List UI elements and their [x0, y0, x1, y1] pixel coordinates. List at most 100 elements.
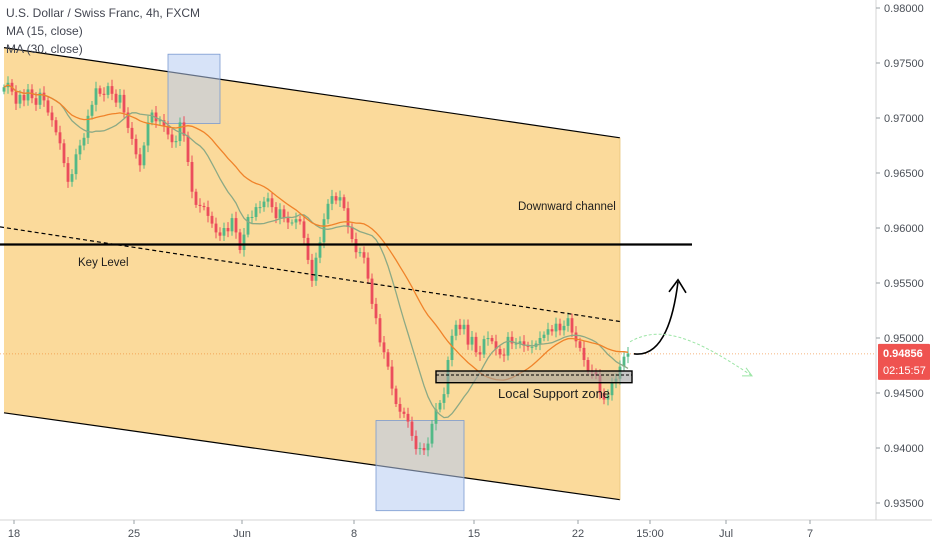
candle[interactable]: [42, 86, 46, 107]
candle[interactable]: [418, 442, 422, 455]
candle[interactable]: [426, 437, 430, 457]
candle[interactable]: [626, 346, 630, 364]
candle[interactable]: [298, 216, 302, 225]
candle[interactable]: [162, 114, 166, 132]
candle[interactable]: [202, 202, 206, 211]
candle[interactable]: [62, 139, 66, 168]
candle[interactable]: [522, 335, 526, 352]
candle[interactable]: [142, 142, 146, 169]
candle[interactable]: [378, 313, 382, 347]
candle[interactable]: [314, 252, 318, 286]
candle[interactable]: [390, 360, 394, 396]
candle[interactable]: [262, 196, 266, 212]
candle[interactable]: [502, 348, 506, 362]
candle[interactable]: [150, 109, 154, 126]
candle[interactable]: [138, 147, 142, 172]
candle[interactable]: [58, 125, 62, 150]
candle[interactable]: [82, 133, 86, 151]
candle[interactable]: [246, 214, 250, 238]
candle[interactable]: [482, 335, 486, 358]
candle[interactable]: [86, 109, 90, 145]
candle[interactable]: [258, 200, 262, 214]
candle[interactable]: [370, 273, 374, 310]
candle[interactable]: [146, 115, 150, 153]
candle[interactable]: [222, 222, 226, 242]
candle[interactable]: [54, 117, 58, 136]
candle[interactable]: [362, 246, 366, 264]
candle[interactable]: [490, 335, 494, 345]
candle[interactable]: [422, 443, 426, 455]
candle[interactable]: [606, 389, 610, 406]
candle[interactable]: [410, 416, 414, 441]
candle[interactable]: [270, 192, 274, 213]
candle[interactable]: [266, 192, 270, 208]
candle[interactable]: [458, 318, 462, 336]
candle[interactable]: [486, 331, 490, 346]
candle[interactable]: [70, 169, 74, 187]
candle[interactable]: [186, 131, 190, 166]
bearish-forecast-path[interactable]: [629, 333, 753, 377]
candle[interactable]: [294, 212, 298, 230]
candle[interactable]: [530, 340, 534, 354]
candle[interactable]: [374, 297, 378, 325]
candle[interactable]: [238, 228, 242, 254]
candle[interactable]: [242, 228, 246, 257]
candle[interactable]: [278, 203, 282, 225]
candle[interactable]: [414, 430, 418, 455]
candle[interactable]: [26, 83, 30, 106]
candle[interactable]: [562, 320, 566, 336]
candle[interactable]: [474, 332, 478, 357]
candle[interactable]: [550, 324, 554, 336]
candle[interactable]: [430, 419, 434, 448]
candle[interactable]: [582, 341, 586, 367]
candle[interactable]: [114, 89, 118, 108]
candle[interactable]: [346, 201, 350, 234]
candle[interactable]: [398, 397, 402, 419]
candle[interactable]: [470, 330, 474, 351]
candle[interactable]: [226, 222, 230, 238]
candle[interactable]: [2, 84, 6, 95]
candle[interactable]: [302, 214, 306, 245]
candle[interactable]: [330, 189, 334, 211]
candle[interactable]: [198, 198, 202, 213]
candle[interactable]: [322, 213, 326, 249]
highlight-box-2[interactable]: [375, 420, 465, 512]
candle[interactable]: [466, 319, 470, 350]
candle[interactable]: [402, 407, 406, 418]
candle[interactable]: [22, 89, 26, 107]
candle[interactable]: [102, 87, 106, 102]
candle[interactable]: [254, 203, 258, 221]
candle[interactable]: [450, 329, 454, 367]
candle[interactable]: [194, 188, 198, 208]
candle[interactable]: [14, 85, 18, 111]
candle[interactable]: [218, 227, 222, 241]
candle[interactable]: [602, 388, 606, 405]
candle[interactable]: [574, 326, 578, 348]
candle[interactable]: [190, 155, 194, 199]
candle[interactable]: [90, 100, 94, 120]
candle[interactable]: [326, 199, 330, 224]
candle[interactable]: [354, 232, 358, 259]
candle[interactable]: [94, 81, 98, 112]
candle[interactable]: [306, 233, 310, 265]
channel-upper-line[interactable]: [3, 47, 621, 139]
candle[interactable]: [166, 120, 170, 140]
candle[interactable]: [158, 116, 162, 126]
candle[interactable]: [518, 336, 522, 349]
candle[interactable]: [290, 219, 294, 226]
candle[interactable]: [66, 156, 70, 188]
candle[interactable]: [570, 313, 574, 338]
candle[interactable]: [386, 349, 390, 370]
ma-15-line[interactable]: [3, 84, 629, 419]
candle[interactable]: [454, 320, 458, 341]
candle[interactable]: [126, 107, 130, 134]
candle[interactable]: [566, 312, 570, 332]
candle[interactable]: [250, 210, 254, 224]
candle[interactable]: [170, 128, 174, 148]
candle[interactable]: [442, 387, 446, 410]
candle[interactable]: [438, 400, 442, 413]
candle[interactable]: [110, 79, 114, 101]
candle[interactable]: [78, 139, 82, 161]
candle[interactable]: [214, 217, 218, 239]
